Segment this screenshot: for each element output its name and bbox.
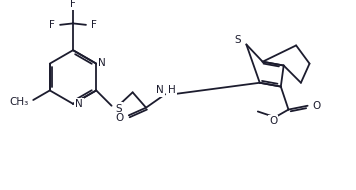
- Text: CH₃: CH₃: [9, 97, 28, 107]
- Text: O: O: [116, 113, 124, 123]
- Text: F: F: [70, 0, 76, 9]
- Text: O: O: [313, 101, 321, 111]
- Text: S: S: [234, 35, 241, 45]
- Text: O: O: [269, 116, 277, 126]
- Text: F: F: [49, 20, 55, 30]
- Text: F: F: [91, 20, 96, 30]
- Text: N: N: [98, 58, 106, 68]
- Text: S: S: [115, 104, 122, 114]
- Text: N: N: [157, 86, 164, 95]
- Text: H: H: [168, 86, 176, 95]
- Text: N: N: [75, 99, 83, 109]
